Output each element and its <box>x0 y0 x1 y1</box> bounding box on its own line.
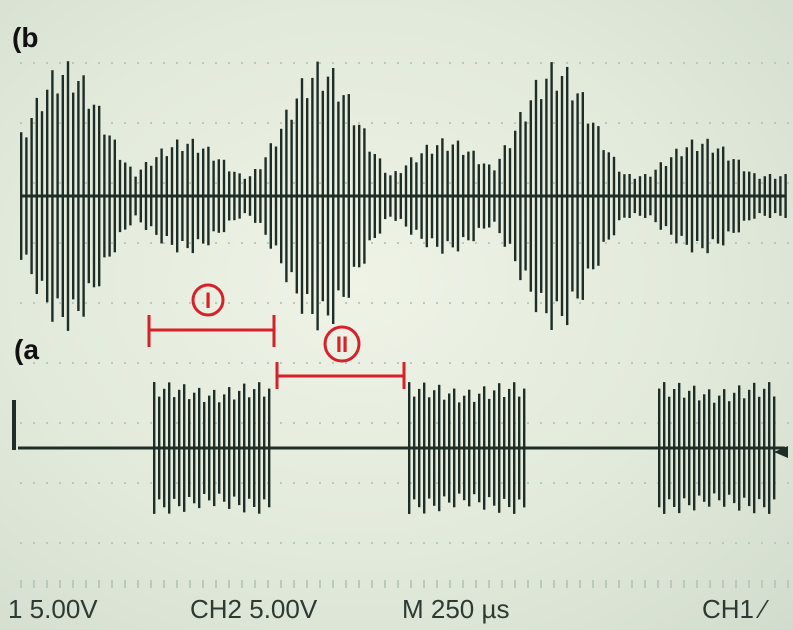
interval-marker-2 <box>275 325 406 389</box>
panel-label-b: (b <box>12 22 39 53</box>
trace-b <box>20 61 787 331</box>
marker-label-2: II <box>336 332 348 357</box>
interval-marker-1 <box>147 283 276 347</box>
trace-a <box>18 382 785 514</box>
graticule <box>20 62 789 588</box>
ground-marker-icon <box>12 400 16 450</box>
trigger-readout: CH1 ⁄ <box>702 594 766 624</box>
trigger-level-icon <box>774 446 788 458</box>
timebase-readout: M 250 µs <box>402 594 510 624</box>
ch2-scale-readout: CH2 5.00V <box>190 594 318 624</box>
panel-label-a: (a <box>14 334 39 365</box>
marker-label-1: I <box>205 288 211 313</box>
ch1-scale-readout: 1 5.00V <box>8 594 98 624</box>
